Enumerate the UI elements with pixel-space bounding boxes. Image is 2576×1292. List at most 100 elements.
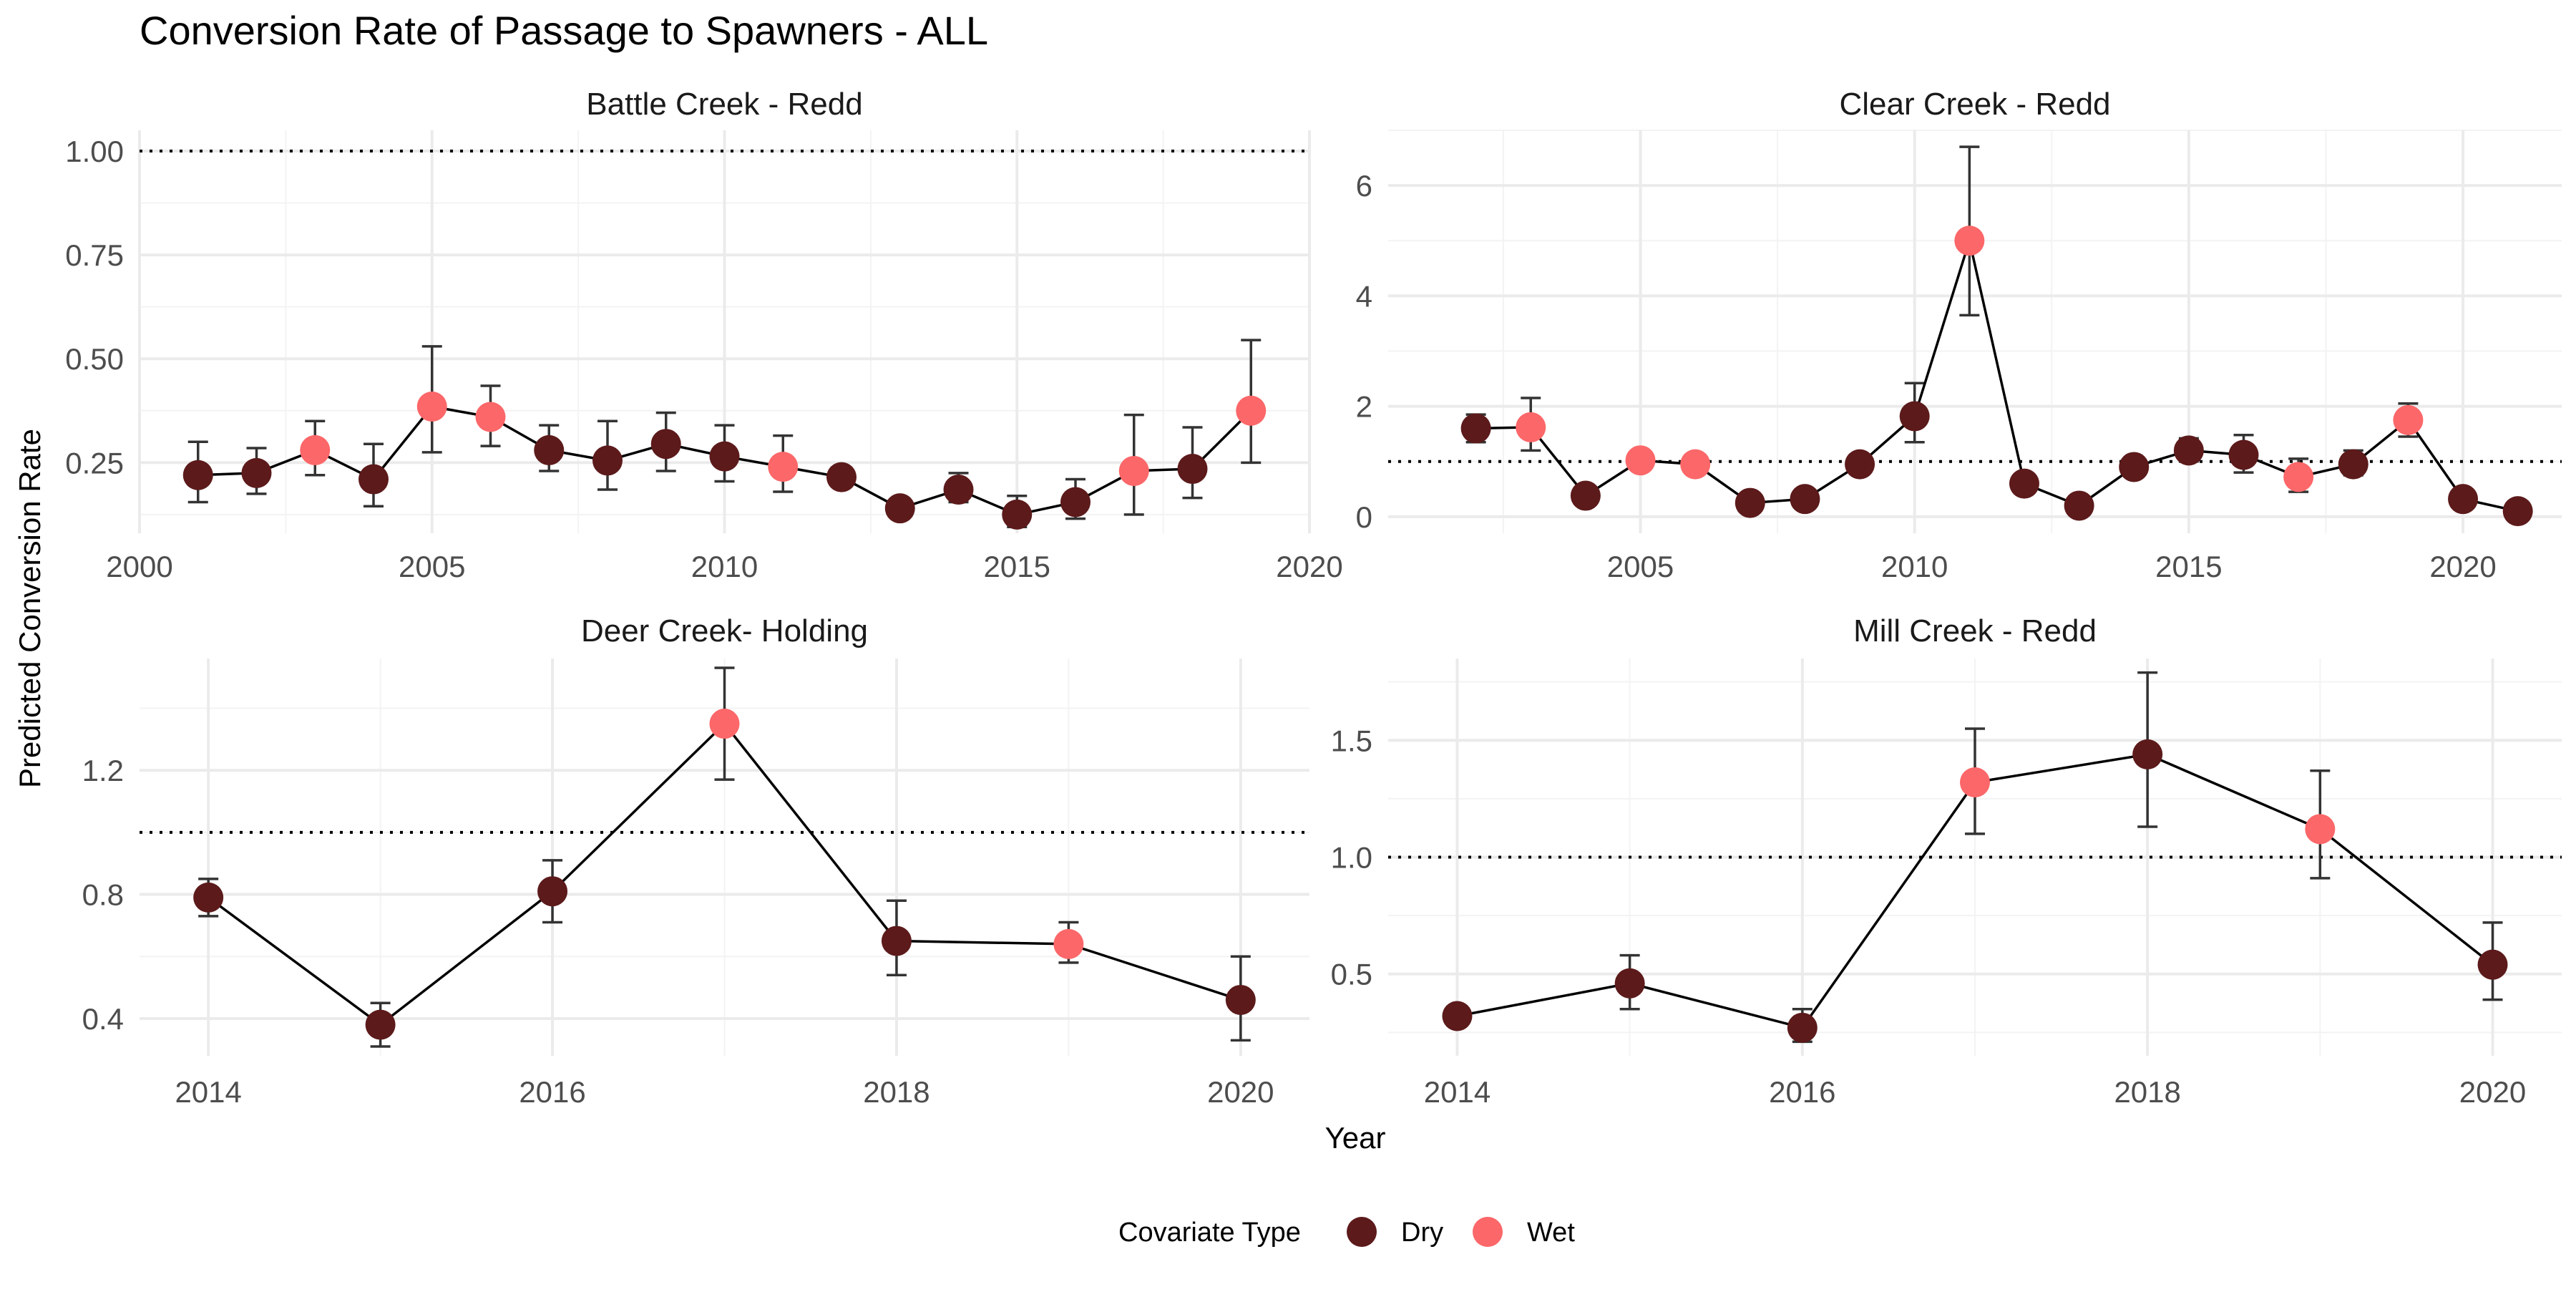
- data-point-dry: [1177, 454, 1208, 485]
- data-point-dry: [1735, 487, 1765, 518]
- x-tick-label: 2010: [691, 550, 758, 583]
- data-point-dry: [1060, 487, 1091, 518]
- data-point-dry: [650, 429, 681, 460]
- x-tick-label: 2020: [2429, 550, 2496, 583]
- data-point-dry: [2448, 484, 2479, 515]
- data-point-dry: [1442, 1001, 1473, 1031]
- data-point-dry: [534, 434, 565, 465]
- data-point-dry: [1614, 968, 1645, 999]
- data-point-dry: [826, 462, 857, 492]
- x-tick-label: 2020: [1276, 550, 1342, 583]
- data-point-dry: [2119, 452, 2150, 482]
- data-point-dry: [537, 876, 568, 907]
- data-point-dry: [592, 445, 623, 476]
- gridlines: [1388, 130, 2562, 533]
- data-point-wet: [475, 402, 506, 432]
- data-point-wet: [2305, 814, 2336, 845]
- data-point-dry: [881, 926, 912, 956]
- panel-2: Clear Creek - Redd 2005 2010 2015 2020 0 2 4 6: [1356, 87, 2562, 583]
- data-point-wet: [1680, 449, 1711, 480]
- data-point-dry: [2132, 739, 2163, 769]
- panel-title: Mill Creek - Redd: [1853, 613, 2097, 649]
- y-tick-label: 1.00: [65, 135, 124, 168]
- panel-1: Battle Creek - Redd 2000 2005 2010 2015 2020 0…: [65, 87, 1342, 583]
- x-tick-label: 2016: [1769, 1075, 1835, 1109]
- data-point-dry: [1460, 413, 1491, 444]
- y-tick-label: 6: [1356, 169, 1372, 203]
- data-point-dry: [365, 1009, 396, 1040]
- data-point-dry: [241, 457, 272, 488]
- y-tick-label: 0.5: [1331, 958, 1372, 991]
- data-point-dry: [2009, 468, 2039, 499]
- y-tick-label: 2: [1356, 390, 1372, 424]
- data-point-wet: [1236, 395, 1267, 426]
- panel-title: Deer Creek- Holding: [581, 613, 868, 649]
- legend-swatch-dry: [1347, 1217, 1377, 1247]
- panel-3: Deer Creek- Holding 2014 2016 2018 2020 0.4 0.…: [82, 613, 1309, 1109]
- data-point-dry: [1225, 984, 1256, 1015]
- panel-title: Clear Creek - Redd: [1839, 87, 2110, 122]
- data-point-wet: [416, 391, 447, 422]
- y-tick-label: 4: [1356, 279, 1372, 313]
- x-tick-label: 2015: [984, 550, 1050, 583]
- data-point-dry: [943, 475, 974, 505]
- data-point-dry: [2173, 435, 2204, 466]
- data-point-wet: [1954, 225, 1985, 256]
- y-tick-label: 0: [1356, 500, 1372, 534]
- x-tick-label: 2000: [106, 550, 172, 583]
- panel-4: Mill Creek - Redd 2014 2016 2018 2020 0.5 1.0 1…: [1331, 613, 2562, 1109]
- data-point-wet: [709, 709, 740, 739]
- legend-swatch-wet: [1473, 1217, 1503, 1247]
- data-point-dry: [2502, 496, 2533, 527]
- data-point-dry: [182, 460, 213, 490]
- y-tick-label: 0.8: [82, 878, 124, 912]
- x-tick-label: 2020: [2459, 1075, 2526, 1109]
- data-point-wet: [768, 452, 799, 482]
- data-point-dry: [1899, 401, 1930, 432]
- y-tick-label: 0.75: [65, 238, 124, 272]
- data-point-wet: [2283, 462, 2314, 492]
- data-point-dry: [1787, 1012, 1818, 1043]
- y-tick-label: 0.50: [65, 342, 124, 376]
- panel-title: Battle Creek - Redd: [586, 87, 862, 122]
- data-point-dry: [2064, 490, 2094, 521]
- data-point-dry: [1790, 484, 1820, 515]
- data-point-dry: [709, 441, 740, 472]
- y-axis-title: Predicted Conversion Rate: [13, 429, 47, 788]
- x-tick-label: 2005: [1607, 550, 1674, 583]
- x-axis-title: Year: [1325, 1121, 1386, 1155]
- legend-label-dry: Dry: [1401, 1218, 1443, 1248]
- x-tick-label: 2010: [1881, 550, 1948, 583]
- y-tick-label: 0.25: [65, 446, 124, 480]
- y-tick-label: 1.2: [82, 754, 124, 787]
- y-tick-label: 0.4: [82, 1002, 124, 1036]
- x-tick-label: 2005: [399, 550, 465, 583]
- x-tick-label: 2014: [175, 1075, 241, 1109]
- data-point-wet: [1118, 455, 1149, 486]
- data-point-wet: [1625, 445, 1656, 476]
- chart-title: Conversion Rate of Passage to Spawners -…: [140, 8, 988, 53]
- data-point-wet: [1053, 928, 1084, 959]
- data-point-dry: [1845, 449, 1875, 480]
- data-point-dry: [1570, 480, 1601, 511]
- legend: Covariate Type Dry Wet: [1118, 1217, 1575, 1248]
- x-tick-label: 2018: [2114, 1075, 2180, 1109]
- x-tick-label: 2018: [863, 1075, 930, 1109]
- data-point-dry: [358, 464, 389, 495]
- data-point-wet: [300, 434, 331, 465]
- data-point-dry: [2228, 439, 2259, 470]
- y-tick-label: 1.5: [1331, 724, 1372, 757]
- data-point-wet: [1960, 767, 1990, 798]
- y-tick-label: 1.0: [1331, 841, 1372, 875]
- data-point-dry: [193, 882, 224, 913]
- legend-title: Covariate Type: [1118, 1218, 1301, 1248]
- data-point-wet: [2393, 404, 2424, 435]
- x-tick-label: 2016: [519, 1075, 585, 1109]
- data-point-dry: [1002, 499, 1033, 530]
- data-point-wet: [1516, 412, 1546, 442]
- data-point-dry: [2338, 449, 2368, 480]
- data-point-dry: [884, 493, 915, 524]
